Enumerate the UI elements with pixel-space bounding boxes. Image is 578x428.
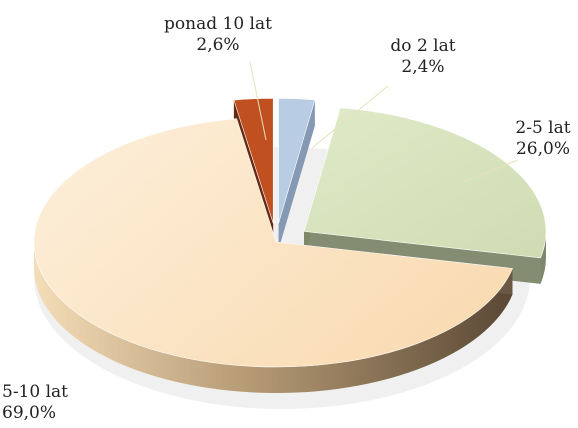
data-label-2-5-lat: 2-5 lat 26,0% [508, 118, 578, 160]
leader-lines [249, 61, 519, 183]
slice-value-text: 2,6% [196, 35, 240, 55]
slice-label-text: ponad 10 lat [164, 14, 272, 34]
leader-line-2 [249, 61, 267, 141]
slice-top-2-5-lat [303, 107, 547, 259]
slice-side-2 [34, 242, 513, 393]
slice-tops [33, 98, 547, 368]
slice-value-text: 26,0% [515, 139, 570, 159]
slice-label-text: do 2 lat [390, 36, 456, 56]
leader-line-0 [311, 85, 389, 149]
slice-top-5-10-lat [33, 118, 513, 368]
slice-label-text: 2-5 lat [515, 118, 571, 138]
slice-top-do-2-lat [278, 98, 316, 224]
slice-label-text: 5-10 lat [2, 382, 68, 402]
slice-value-text: 69,0% [2, 403, 57, 423]
data-label-ponad-10-lat: ponad 10 lat 2,6% [158, 14, 278, 56]
data-label-5-10-lat: 5-10 lat 69,0% [2, 382, 72, 424]
data-label-do-2-lat: do 2 lat 2,4% [378, 36, 468, 78]
slice-value-text: 2,4% [401, 57, 445, 77]
slice-side-1 [540, 231, 547, 284]
leader-line-1 [461, 159, 519, 183]
slice-cut-face-0-1 [278, 99, 315, 250]
